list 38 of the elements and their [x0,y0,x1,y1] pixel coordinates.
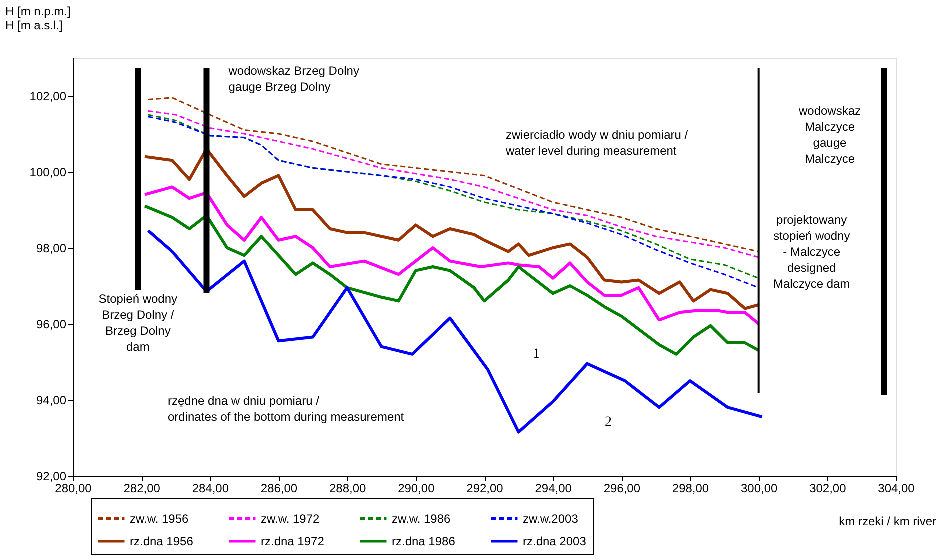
legend-label: rz.dna 2003 [523,534,587,548]
x-tick-label: 282,00 [124,482,161,496]
x-tick-label: 288,00 [329,482,367,496]
y-tick-label: 100,00 [30,166,67,180]
ref-line-label: wodowskaz Brzeg Dolny gauge Brzeg Dolny [228,64,360,94]
legend-label: zw.w. 1972 [261,512,320,526]
y-axis-title: H [m n.p.m.] H [m a.s.l.] [6,4,71,32]
legend-label: zw.w. 1956 [130,512,190,526]
x-axis-title: km rzeki / km river [839,514,936,528]
annotation: zwierciadło wody w dniu pomiaru / water level during measurement [505,128,689,158]
y-tick-label: 94,00 [36,394,67,408]
legend-label: zw.w. 1986 [392,512,452,526]
line-series [144,148,760,310]
ref-line-label: Stopień wodny Brzeg Dolny / Brzeg Dolny dam [98,292,178,354]
legend-label: rz.dna 1956 [130,534,194,548]
x-tick-label: 290,00 [398,482,436,496]
y-tick-label: 98,00 [36,242,67,256]
legend-label: zw.w.2003 [523,512,579,526]
legend-label: rz.dna 1986 [392,534,456,548]
x-tick-label: 286,00 [260,482,298,496]
annotation: rzędne dna w dniu pomiaru / ordinates of the bottom during measurement [168,394,405,424]
x-tick-label: 296,00 [604,482,641,496]
annotation: 1 [533,347,540,362]
annotation: 2 [605,415,612,430]
y-tick-label: 96,00 [36,318,67,332]
ref-line-label: wodowskaz Malczyce gauge Malczyce [798,104,862,166]
x-tick-label: 294,00 [535,482,572,496]
x-tick-label: 280,00 [55,482,92,496]
x-tick-label: 302,00 [810,482,847,496]
y-tick-label: 102,00 [30,90,67,104]
ref-line-label: projektowany stopień wodny - Malczyce designed Malczyce dam [773,213,850,291]
y-tick-label: 92,00 [36,470,67,484]
x-tick-label: 300,00 [740,482,778,496]
legend-label: rz.dna 1972 [261,534,325,548]
x-tick-label: 298,00 [672,482,710,496]
x-tick-label: 292,00 [466,482,504,496]
x-tick-label: 304,00 [878,482,916,496]
x-tick-label: 284,00 [192,482,230,496]
